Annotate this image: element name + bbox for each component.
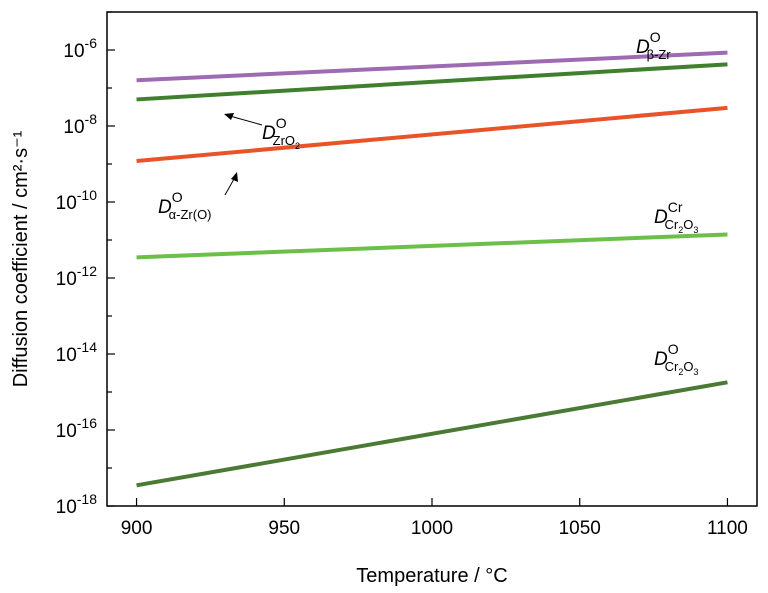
arrow-zro2	[229, 115, 263, 126]
label-cr2o3-cr: DCr Cr2O3	[654, 199, 698, 235]
series-line-4	[136, 380, 728, 488]
x-tick-label: 1000	[411, 518, 453, 539]
x-axis-title: Temperature / °C	[356, 565, 507, 587]
x-tick-label: 1050	[559, 518, 601, 539]
series-line-0	[136, 50, 728, 83]
y-axis-title: Diffusion coefficient / cm²·s⁻¹	[10, 130, 32, 387]
x-tick-label: 950	[268, 518, 300, 539]
y-tick-label: 10-8	[63, 111, 97, 138]
arrowhead-zro2	[224, 113, 234, 120]
y-axis-ticks: 10-18 10-16 10-14 10-12 10-10 10-8 10-6	[56, 11, 115, 518]
x-axis-ticks: 900 950 1000 1050 1100	[121, 498, 748, 539]
series-line-1	[136, 62, 728, 102]
arrow-alpha-zr	[224, 178, 235, 196]
y-tick-label: 10-6	[63, 35, 97, 62]
y-tick-label: 10-10	[56, 187, 98, 214]
y-tick-label: 10-14	[56, 339, 98, 366]
y-tick-label: 10-12	[56, 263, 98, 290]
series-lines	[136, 50, 728, 488]
arrowhead-alpha-zr	[231, 172, 238, 182]
y-tick-label: 10-16	[56, 415, 98, 442]
y-tick-label: 10-18	[56, 491, 98, 518]
x-tick-label: 1100	[707, 518, 748, 539]
label-zro2: DO ZrO2	[262, 115, 300, 151]
annotation-arrows	[224, 113, 263, 196]
label-beta-zr: DO β-Zr	[636, 29, 671, 62]
series-labels: DO β-Zr DO ZrO2 DO α-Zr(O) DCr Cr2O3 DO Cr2O3	[158, 29, 699, 377]
label-cr2o3-o: DO Cr2O3	[654, 341, 699, 377]
x-tick-label: 900	[121, 518, 153, 539]
series-line-3	[136, 232, 728, 260]
label-alpha-zr: DO α-Zr(O)	[158, 189, 212, 222]
series-line-2	[136, 105, 728, 163]
